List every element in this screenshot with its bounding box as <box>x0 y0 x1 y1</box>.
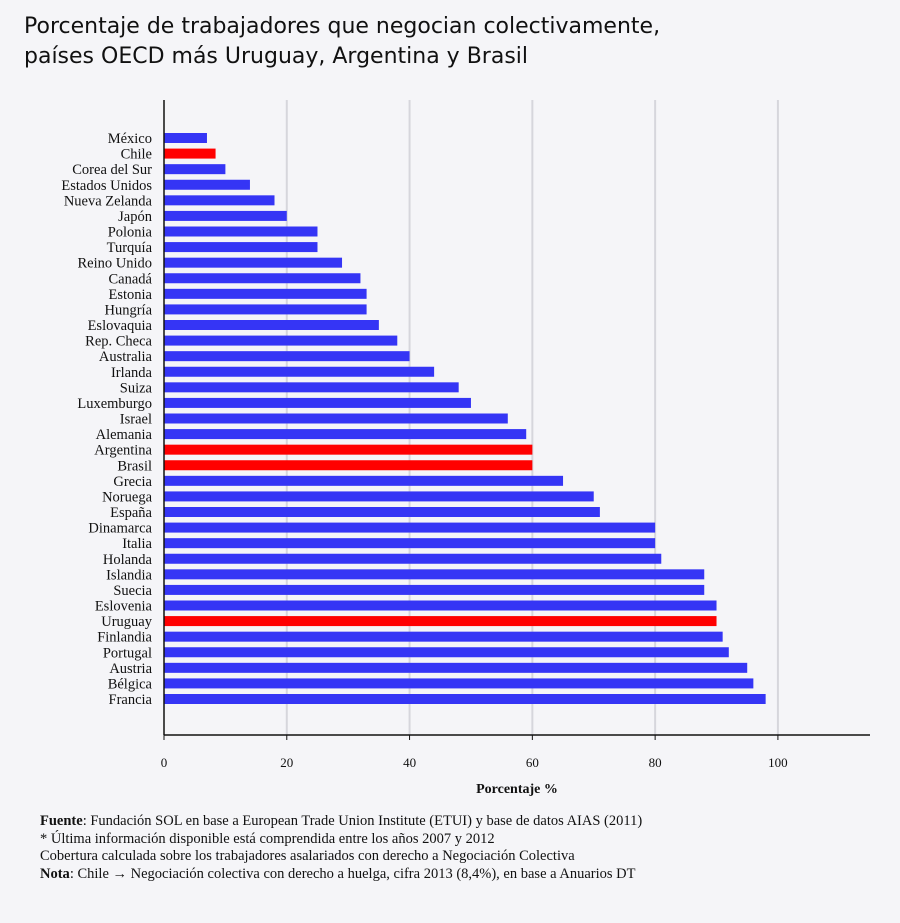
bar-grecia <box>164 475 564 486</box>
y-tick-label: Portugal <box>103 645 152 661</box>
y-tick-label: Australia <box>99 349 153 365</box>
y-tick-label: Corea del Sur <box>72 162 152 178</box>
y-tick-label: Chile <box>121 147 152 163</box>
x-tick-label: 0 <box>161 755 168 770</box>
title-line-1: Porcentaje de trabajadores que negocian … <box>24 14 661 39</box>
bar-uruguay <box>164 616 717 627</box>
x-tick-label: 100 <box>768 755 788 770</box>
bar-holanda <box>164 553 662 564</box>
x-axis-label: Porcentaje % <box>476 782 558 797</box>
x-tick-label: 20 <box>280 755 293 770</box>
y-tick-label: España <box>110 505 152 521</box>
y-tick-label: Estonia <box>109 287 153 303</box>
bar-corea-del-sur <box>164 164 226 175</box>
y-tick-label: Hungría <box>104 302 152 318</box>
bar-noruega <box>164 491 594 502</box>
y-tick-label: Grecia <box>113 474 152 490</box>
y-tick-label: Nueva Zelanda <box>64 193 153 209</box>
chart-title: Porcentaje de trabajadores que negocian … <box>24 12 660 72</box>
bar-turqu-a <box>164 242 318 253</box>
bar-irlanda <box>164 366 435 377</box>
y-tick-label: Finlandia <box>97 630 152 646</box>
coverage-note: Cobertura calculada sobre los trabajador… <box>40 848 575 864</box>
bar-austria <box>164 662 748 673</box>
title-line-2: países OECD más Uruguay, Argentina y Bra… <box>24 44 529 69</box>
bar-finlandia <box>164 631 723 642</box>
chart-notes: Fuente: Fundación SOL en base a European… <box>40 813 642 883</box>
y-tick-label: Turquía <box>107 240 153 256</box>
y-tick-label: Austria <box>109 661 152 677</box>
bar-m-xico <box>164 133 207 143</box>
y-tick-label: Brasil <box>117 458 152 474</box>
y-tick-label: Dinamarca <box>88 521 152 537</box>
y-tick-label: Suecia <box>113 583 152 599</box>
bar-argentina <box>164 444 533 455</box>
bar-rep-checa <box>164 335 398 346</box>
y-tick-label: Luxemburgo <box>77 396 152 412</box>
y-tick-label: Rep. Checa <box>85 334 152 350</box>
bar-espa-a <box>164 507 600 517</box>
bar-alemania <box>164 429 527 440</box>
bar-jap-n <box>164 210 287 221</box>
bar-luxemburgo <box>164 397 471 408</box>
y-tick-label: Uruguay <box>101 614 152 630</box>
bar-australia <box>164 351 410 362</box>
y-tick-label: Canadá <box>109 271 153 287</box>
x-tick-label: 40 <box>403 755 416 770</box>
bar-suiza <box>164 382 459 393</box>
y-tick-label: Eslovaquia <box>88 318 153 334</box>
bar-eslovenia <box>164 600 717 611</box>
y-tick-label: Polonia <box>108 225 153 241</box>
bar-hungr-a <box>164 304 367 315</box>
y-tick-label: Reino Unido <box>77 256 152 272</box>
chile-note: Nota: Chile → Negociación colectiva con … <box>40 865 636 882</box>
bar-italia <box>164 538 656 549</box>
y-tick-label: Eslovenia <box>95 599 153 615</box>
bar-suecia <box>164 584 705 595</box>
y-tick-label: Irlanda <box>111 365 153 381</box>
y-tick-label: Bélgica <box>108 676 153 692</box>
y-tick-label: Noruega <box>102 489 152 505</box>
x-tick-label: 60 <box>526 755 539 770</box>
y-tick-label: Israel <box>120 412 152 428</box>
bar-estados-unidos <box>164 179 250 190</box>
bar-brasil <box>164 460 533 471</box>
y-tick-label: México <box>108 131 152 147</box>
bar-polonia <box>164 226 318 237</box>
bar-francia <box>164 694 766 704</box>
y-tick-label: Italia <box>122 536 152 552</box>
y-tick-label: Suiza <box>120 380 153 396</box>
bar-estonia <box>164 288 367 299</box>
bar-portugal <box>164 647 729 658</box>
bar-dinamarca <box>164 522 656 533</box>
y-tick-label: Japón <box>118 209 153 225</box>
bar-reino-unido <box>164 257 343 268</box>
x-tick-label: 80 <box>649 755 662 770</box>
bar-chile <box>164 148 216 159</box>
y-tick-label: Francia <box>109 692 153 708</box>
y-tick-label: Holanda <box>103 552 153 568</box>
y-tick-label: Argentina <box>94 443 152 459</box>
bar-nueva-zelanda <box>164 195 275 206</box>
bar-israel <box>164 413 508 424</box>
y-tick-label: Alemania <box>96 427 153 443</box>
bar-eslovaquia <box>164 320 379 330</box>
bar-canad- <box>164 273 361 284</box>
period-note: * Última información disponible está com… <box>40 830 495 847</box>
y-tick-label: Estados Unidos <box>61 178 152 194</box>
bar-islandia <box>164 569 705 580</box>
source-note: Fuente: Fundación SOL en base a European… <box>40 813 643 829</box>
y-tick-label: Islandia <box>106 567 152 583</box>
bar-b-lgica <box>164 678 754 689</box>
